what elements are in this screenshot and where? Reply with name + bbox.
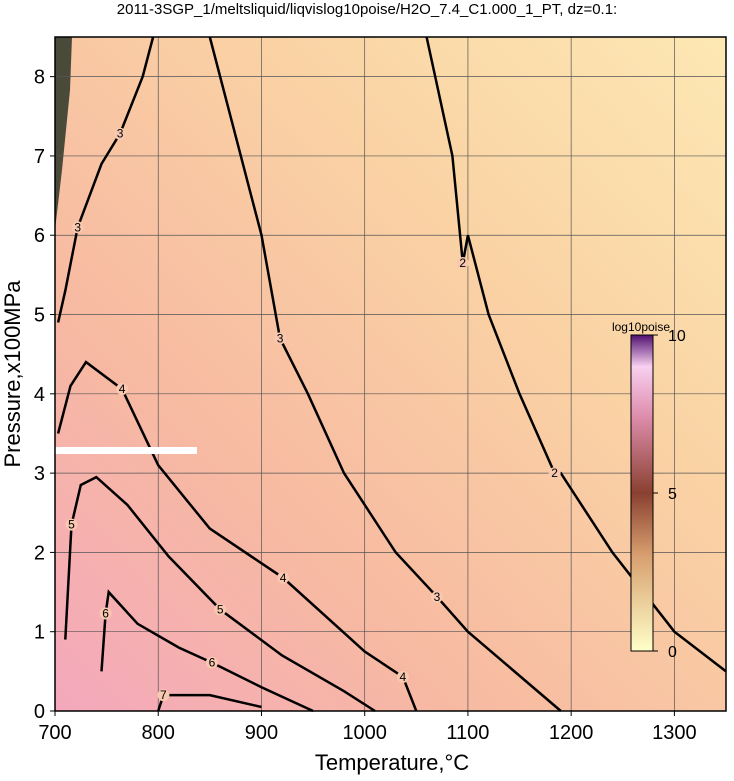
y-tick-label: 5: [34, 305, 45, 327]
y-tick-label: 3: [34, 463, 45, 485]
contour-label-bg: [214, 603, 227, 616]
colorbar-label: log10poise: [612, 320, 670, 334]
contour-label-bg: [71, 221, 84, 234]
plot-frame: [54, 36, 727, 712]
contour-label-bg: [548, 467, 561, 480]
contour-label: 5: [217, 603, 224, 617]
contour-label-bg: [114, 127, 127, 140]
y-tick-label: 2: [34, 542, 45, 564]
white-band: [55, 447, 197, 454]
contour-line: [56, 36, 155, 323]
colorbar: [630, 334, 654, 652]
x-tick-label: 1000: [342, 722, 387, 744]
y-tick-label: 8: [34, 67, 45, 89]
contour-label-bg: [274, 332, 287, 345]
dark-region: [55, 37, 72, 230]
y-tick-label: 0: [34, 701, 45, 723]
contour-label: 4: [400, 670, 407, 684]
grid: [54, 37, 726, 712]
plot-background: [55, 37, 726, 711]
contour-label: 5: [68, 518, 75, 532]
x-axis-label: Temperature,°C: [315, 750, 469, 775]
contour-line: [208, 36, 562, 712]
y-tick-label: 6: [34, 225, 45, 247]
contour-label: 2: [551, 466, 558, 480]
contour-label-bg: [277, 571, 290, 584]
x-tick-label: 1200: [549, 722, 594, 744]
contour-label: 3: [74, 220, 81, 234]
contour-label: 3: [434, 590, 441, 604]
contour-label: 3: [277, 331, 284, 345]
y-tick-label: 1: [34, 622, 45, 644]
contour-label: 3: [117, 127, 124, 141]
contour-label-bg: [99, 607, 112, 620]
contour-label: 6: [209, 656, 216, 670]
contour-label: 6: [102, 606, 109, 620]
x-tick-label: 1300: [652, 722, 697, 744]
contour-label: 4: [119, 382, 126, 396]
colorbar-tick-label: 10: [668, 328, 686, 345]
contour-line: [64, 475, 376, 713]
contour-label-bg: [205, 656, 218, 669]
contour-label: 4: [280, 571, 287, 585]
contour-label-bg: [65, 518, 78, 531]
contour-line: [56, 360, 418, 712]
x-tick-label: 700: [38, 722, 71, 744]
chart-title: 2011-3SGP_1/meltsliquid/liqvislog10poise…: [117, 1, 617, 18]
contour-label: 2: [459, 256, 466, 270]
contour-label-bg: [116, 383, 129, 396]
y-tick-label: 4: [34, 384, 45, 406]
contour-label-bg: [456, 256, 469, 269]
colorbar-tick-label: 5: [668, 486, 677, 503]
colorbar-tick-label: 0: [668, 644, 677, 661]
contour-label-bg: [396, 670, 409, 683]
contour-label-bg: [157, 689, 170, 702]
y-tick-label: 7: [34, 146, 45, 168]
x-tick-label: 800: [142, 722, 175, 744]
contour-line: [157, 693, 262, 712]
x-tick-label: 1100: [446, 722, 489, 744]
contour-label-bg: [430, 590, 443, 603]
x-tick-label: 900: [245, 722, 278, 744]
contour-label: 7: [160, 688, 167, 702]
y-axis-label: Pressure,x100MPa: [0, 280, 25, 468]
